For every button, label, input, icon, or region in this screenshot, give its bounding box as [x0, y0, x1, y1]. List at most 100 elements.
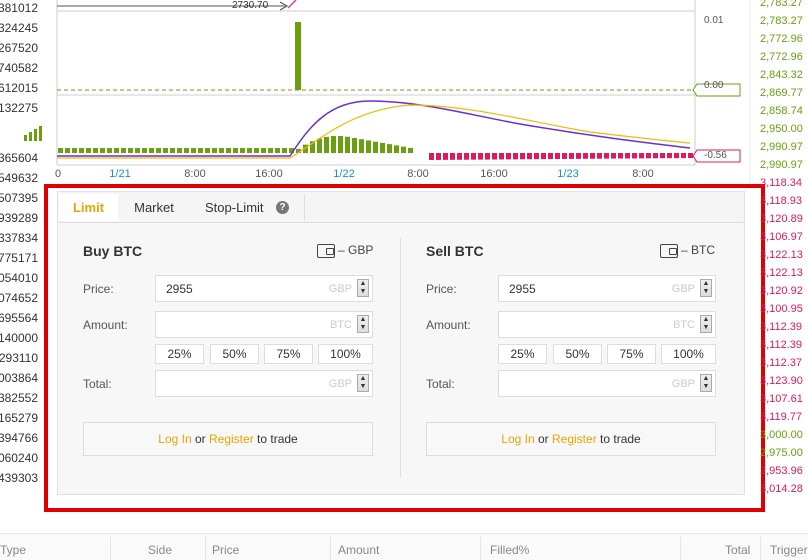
price-cell: 2,772.96 — [760, 51, 803, 63]
price-cell: 2,843.32 — [760, 69, 803, 81]
histogram-bar — [492, 153, 497, 160]
histogram-bar — [86, 148, 91, 153]
percent-button[interactable]: 25% — [498, 344, 547, 364]
spinner[interactable]: ▲ ▼ — [357, 315, 369, 333]
column-separator — [680, 537, 681, 560]
tab[interactable]: Market — [118, 194, 191, 221]
x-label: 0 — [55, 168, 61, 180]
histogram-bar — [352, 137, 357, 153]
wallet-icon-dot — [669, 248, 677, 255]
price-cell: 3,014.28 — [760, 483, 803, 495]
price-cell: 3,118.93 — [760, 195, 803, 207]
x-label: 16:00 — [255, 168, 283, 180]
histogram-bar — [212, 148, 217, 153]
register[interactable]: Register — [552, 432, 597, 446]
order-size: 549632 — [0, 171, 38, 185]
spinner[interactable]: ▲ ▼ — [700, 374, 712, 392]
arrow — [279, 1, 289, 11]
price-cell: 3,112.39 — [760, 339, 803, 351]
spinner[interactable]: ▲ ▼ — [700, 279, 712, 297]
price-cell: 2,772.96 — [760, 33, 803, 45]
field-label: Amount: — [426, 318, 471, 332]
percent-button[interactable]: 100% — [661, 344, 716, 364]
input[interactable] — [155, 370, 373, 397]
tab-label[interactable]: Market — [134, 200, 174, 215]
input[interactable] — [155, 275, 373, 302]
to-trade: to trade — [600, 432, 641, 446]
input[interactable] — [498, 275, 716, 302]
histogram-bar — [163, 148, 168, 153]
column-separator — [330, 537, 331, 560]
field-label: Total: — [426, 377, 455, 391]
histogram-bar — [478, 153, 483, 160]
price-cell: 2,858.74 — [760, 105, 803, 117]
histogram-bar — [338, 136, 343, 153]
login[interactable]: Log In — [158, 432, 192, 446]
histogram-bar — [191, 148, 196, 153]
price-label: 2730.70 — [232, 0, 269, 11]
histogram-bar — [345, 136, 350, 153]
tab-label[interactable]: Limit — [72, 200, 105, 215]
field-label: Total: — [83, 377, 112, 391]
register[interactable]: Register — [209, 432, 254, 446]
histogram-bar — [261, 148, 266, 153]
histogram-bar — [506, 153, 511, 160]
histogram-bar — [233, 148, 238, 153]
input[interactable] — [498, 370, 716, 397]
spinner[interactable]: ▲ ▼ — [357, 279, 369, 297]
percent-button[interactable]: 75% — [607, 344, 656, 364]
price-cell: 3,119.77 — [760, 411, 803, 423]
histogram-bar — [618, 153, 623, 159]
order-size: 775171 — [0, 251, 38, 265]
histogram-bar — [310, 141, 315, 153]
column-header: Amount — [338, 543, 380, 557]
column-separator — [760, 537, 761, 560]
spinner[interactable]: ▲ ▼ — [700, 315, 712, 333]
histogram-bar — [296, 148, 301, 153]
histogram-bar — [135, 148, 140, 153]
histogram-bar — [93, 148, 98, 153]
input[interactable] — [155, 311, 373, 338]
histogram-bar — [79, 148, 84, 153]
depth-icon — [39, 126, 42, 141]
histogram-bar — [198, 148, 203, 153]
histogram-bar — [268, 148, 273, 153]
axis-label: -0.56 — [704, 150, 727, 161]
order-size: 132275 — [0, 101, 38, 115]
tab-label[interactable]: Stop-Limit — [205, 200, 264, 215]
price-cell: 3,106.97 — [760, 231, 803, 243]
input-value: 2955 — [509, 282, 536, 296]
histogram-bar — [240, 148, 245, 153]
histogram-bar — [177, 148, 182, 153]
tab[interactable]: Limit — [59, 194, 119, 221]
depth-icon — [34, 129, 37, 141]
percent-button[interactable]: 100% — [318, 344, 373, 364]
spinner[interactable]: ▲ ▼ — [357, 374, 369, 392]
order-size: 074652 — [0, 291, 38, 305]
percent-button[interactable]: 50% — [210, 344, 259, 364]
histogram-bar — [485, 153, 490, 160]
help-icon[interactable]: ? — [276, 201, 289, 214]
x-label: 1/21 — [109, 168, 130, 180]
histogram-bar — [457, 153, 462, 160]
histogram-bar — [450, 153, 455, 160]
highlight-box — [44, 184, 765, 512]
input[interactable] — [498, 311, 716, 338]
histogram-bar — [58, 148, 63, 153]
login-box: Log In or Register to trade — [83, 422, 373, 456]
price-cell: 2,990.97 — [760, 141, 803, 153]
percent-button[interactable]: 50% — [553, 344, 602, 364]
price-cell: 3,000.00 — [760, 429, 803, 441]
percent-button[interactable]: 25% — [155, 344, 204, 364]
order-size: 337834 — [0, 231, 38, 245]
percent-button[interactable]: 75% — [264, 344, 313, 364]
value-tag — [692, 83, 741, 97]
histogram-bar — [499, 153, 504, 160]
login[interactable]: Log In — [501, 432, 535, 446]
or: or — [194, 432, 206, 446]
histogram-bar — [632, 153, 637, 159]
price-cell: 3,112.37 — [760, 357, 803, 369]
histogram-bar — [471, 153, 476, 160]
histogram-bar — [436, 153, 441, 160]
or: or — [537, 432, 549, 446]
